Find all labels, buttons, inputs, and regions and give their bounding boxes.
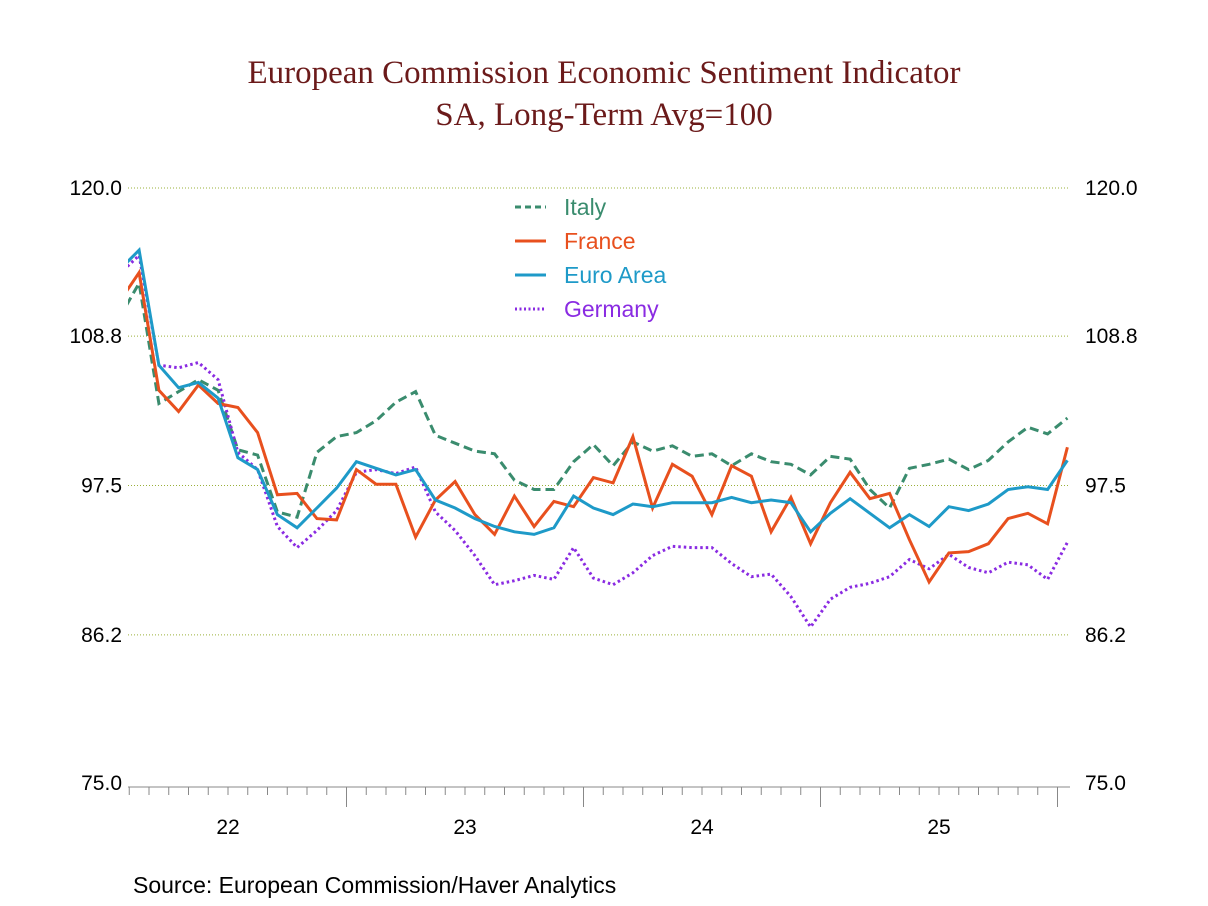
legend-label: Italy — [564, 194, 607, 220]
x-tick-label: 25 — [927, 816, 950, 839]
series-line-france — [128, 268, 1069, 586]
x-tick-label: 24 — [690, 816, 714, 839]
chart-title: European Commission Economic Sentiment I… — [247, 55, 961, 91]
chart-subtitle: SA, Long-Term Avg=100 — [435, 97, 773, 133]
x-tick-label: 23 — [453, 816, 476, 839]
series-line-italy — [128, 278, 1069, 520]
legend-label: Euro Area — [564, 262, 666, 288]
series-line-germany — [128, 252, 1069, 630]
x-tick-label: 22 — [216, 816, 239, 839]
y-tick-label-right: 97.5 — [1085, 475, 1126, 498]
y-tick-label-left: 120.0 — [69, 177, 122, 200]
y-tick-label-right: 120.0 — [1085, 177, 1138, 200]
y-tick-label-right: 86.2 — [1085, 624, 1126, 647]
source-note: Source: European Commission/Haver Analyt… — [133, 872, 617, 898]
y-tick-label-left: 108.8 — [69, 325, 122, 348]
legend-label: France — [564, 228, 636, 254]
y-tick-label-left: 75.0 — [81, 772, 122, 795]
y-tick-label-right: 108.8 — [1085, 325, 1138, 348]
y-tick-label-left: 86.2 — [81, 624, 122, 647]
y-tick-label-right: 75.0 — [1085, 772, 1126, 795]
legend-label: Germany — [564, 296, 659, 322]
series-line-euro-area — [128, 246, 1069, 536]
y-tick-label-left: 97.5 — [81, 475, 122, 498]
